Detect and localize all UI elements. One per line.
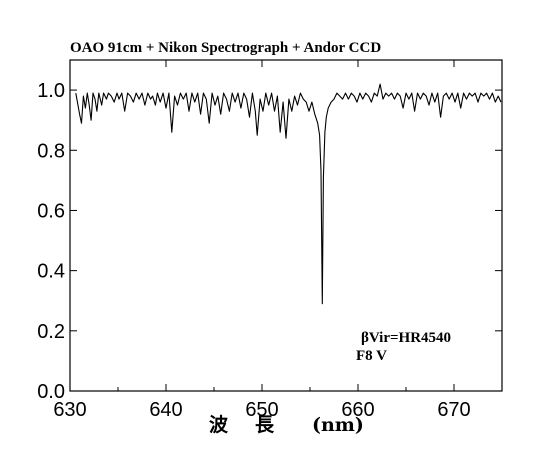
y-tick-label: 0.4 — [37, 261, 65, 283]
chart-title: OAO 91cm + Nikon Spectrograph + Andor CC… — [70, 40, 381, 56]
y-tick-label: 0.0 — [37, 381, 65, 403]
x-tick-label: 640 — [149, 399, 182, 421]
star-name-annotation: βVir=HR4540 — [361, 330, 451, 346]
y-tick-label: 0.2 — [37, 321, 65, 343]
x-tick-label: 670 — [437, 399, 470, 421]
y-axis: 0.0 0.2 0.4 0.6 0.8 1.0 — [37, 80, 502, 403]
x-tick-label: 630 — [53, 399, 86, 421]
y-tick-label: 1.0 — [37, 80, 65, 102]
x-axis: 630 640 650 660 670 — [53, 60, 471, 421]
y-tick-label: 0.8 — [37, 140, 65, 162]
y-tick-label: 0.6 — [37, 200, 65, 222]
spectrum-line — [75, 83, 502, 305]
x-tick-label: 660 — [341, 399, 374, 421]
x-tick-label: 650 — [245, 399, 278, 421]
spectral-type-annotation: F8 V — [356, 348, 387, 364]
x-axis-label-char-2: 長 — [255, 414, 275, 436]
x-axis-label-unit: (nm) — [312, 414, 364, 436]
x-axis-label-char-1: 波 — [209, 413, 229, 436]
series-group — [75, 83, 502, 305]
plot-frame — [69, 59, 503, 392]
